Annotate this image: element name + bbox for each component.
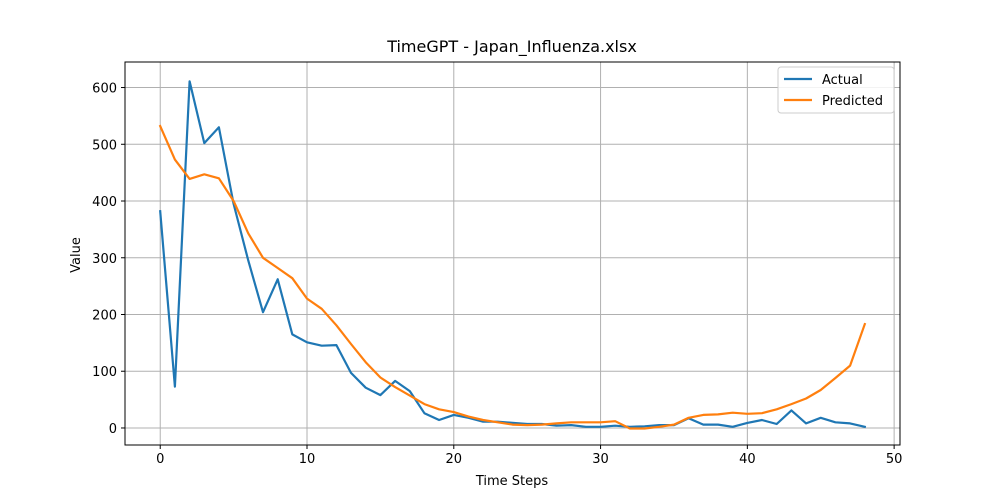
y-tick-label: 300: [92, 252, 117, 267]
legend-label-predicted: Predicted: [822, 94, 883, 109]
grid-lines: [125, 62, 900, 445]
y-tick-label: 0: [109, 422, 117, 437]
x-tick-label: 0: [156, 452, 164, 467]
plot-area-frame: [124, 61, 901, 446]
x-axis-label: Time Steps: [475, 474, 549, 489]
chart-title: TimeGPT - Japan_Influenza.xlsx: [386, 37, 637, 57]
y-tick-label: 600: [92, 82, 117, 97]
series-lines: [158, 80, 867, 430]
y-tick-label: 100: [92, 365, 117, 380]
x-tick-label: 20: [446, 452, 463, 467]
series-line-actual: [159, 80, 867, 429]
x-tick-label: 40: [739, 452, 756, 467]
x-tick-label: 30: [592, 452, 609, 467]
y-tick-label: 400: [92, 195, 117, 210]
y-axis-label: Value: [69, 237, 84, 273]
y-tick-label: 500: [92, 138, 117, 153]
x-tick-label: 10: [299, 452, 316, 467]
x-tick-label: 50: [886, 452, 903, 467]
series-line-predicted: [158, 124, 867, 430]
legend-label-actual: Actual: [822, 73, 863, 88]
legend: Actual Predicted: [777, 66, 895, 114]
y-tick-label: 200: [92, 308, 117, 323]
